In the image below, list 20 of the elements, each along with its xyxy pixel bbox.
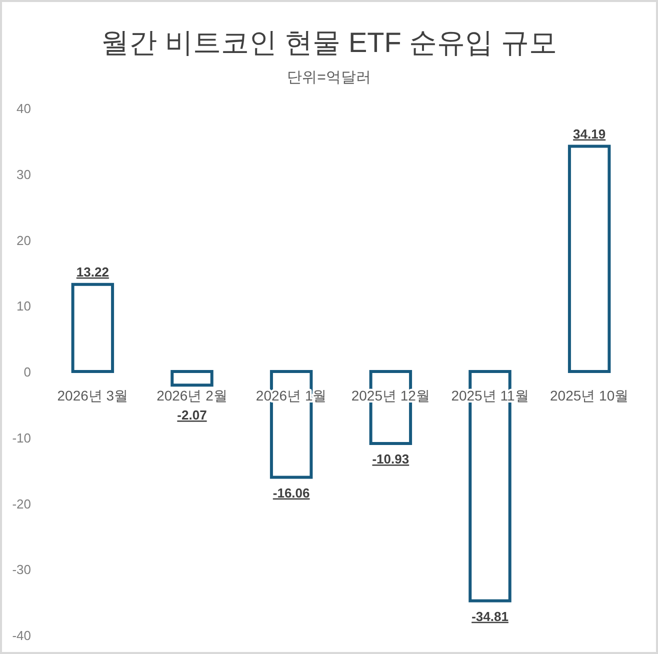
chart-subtitle: 단위=억달러 [287, 69, 371, 86]
data-label: -16.06 [272, 485, 310, 500]
y-tick-label: 40 [16, 101, 31, 116]
data-label: -2.07 [177, 408, 207, 422]
y-tick-label: -40 [12, 628, 31, 643]
y-tick-label: -20 [12, 496, 31, 512]
y-tick-label: 30 [16, 166, 31, 182]
chart-title: 월간 비트코인 현물 ETF 순유입 규모 [101, 27, 557, 58]
data-label: -10.93 [372, 452, 410, 466]
y-tick-label: -10 [12, 430, 31, 446]
x-tick-label: 2026년 2월 [156, 388, 228, 404]
y-tick-label: 10 [16, 298, 31, 314]
data-label: 34.19 [573, 126, 606, 142]
x-tick-label: 2025년 10월 [550, 388, 629, 404]
y-tick-label: 20 [16, 232, 31, 248]
y-tick-label: -30 [12, 562, 31, 578]
data-label: -34.81 [472, 608, 508, 624]
data-label: 13.22 [76, 264, 109, 280]
y-tick-label: 0 [24, 364, 31, 380]
x-tick-label: 2026년 3월 [57, 388, 128, 404]
